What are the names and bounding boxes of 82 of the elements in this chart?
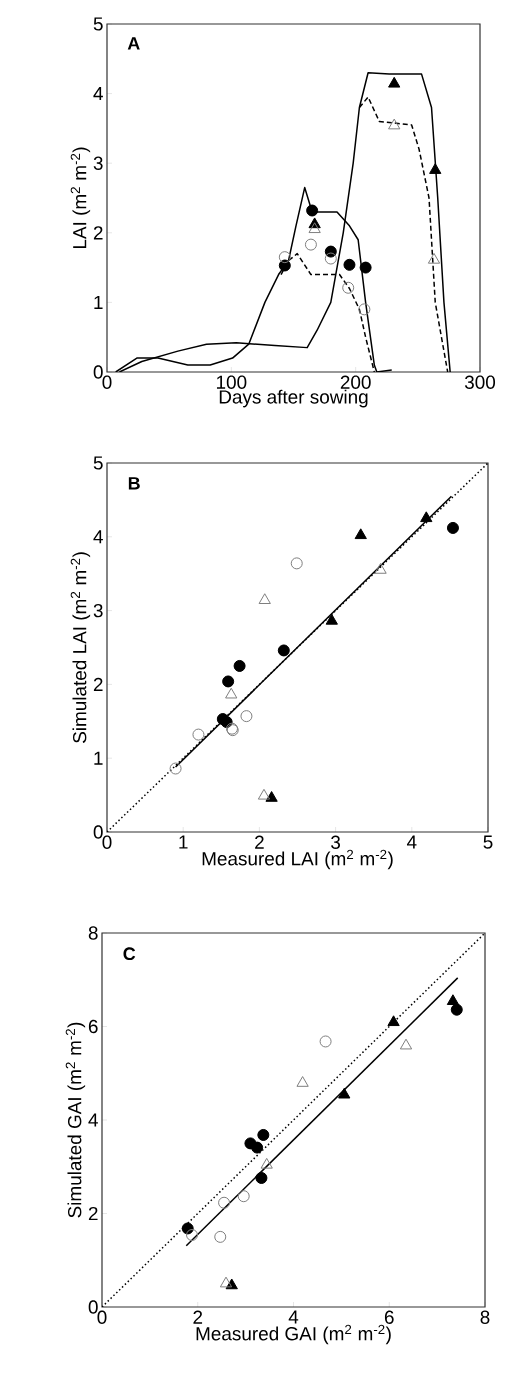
point bbox=[258, 593, 271, 605]
x-axis-title: Measured GAI (m$^{2}$ m$^{-2}$) bbox=[196, 1324, 391, 1345]
x-tick-label: 4 bbox=[406, 835, 417, 849]
text: B bbox=[128, 477, 140, 490]
y-tick-label: 1 bbox=[94, 751, 103, 765]
point bbox=[354, 528, 367, 540]
point bbox=[446, 994, 460, 1006]
x-tick-label: 300 bbox=[464, 375, 496, 389]
point bbox=[338, 1087, 351, 1099]
point bbox=[169, 762, 182, 775]
y-tick-label: 4 bbox=[93, 530, 103, 544]
point bbox=[222, 675, 235, 688]
point bbox=[296, 1076, 309, 1087]
x-tick-label: 4 bbox=[288, 1310, 299, 1324]
x-tick-label: 2 bbox=[193, 1310, 203, 1324]
point bbox=[304, 238, 317, 251]
point bbox=[251, 1141, 264, 1154]
point bbox=[186, 1229, 199, 1241]
point bbox=[324, 252, 337, 265]
y-axis-title: Simulated GAI (m$^{2}$ m$^{-2}$) bbox=[65, 1022, 86, 1218]
x-tick-label: 8 bbox=[480, 1310, 490, 1324]
point bbox=[240, 710, 253, 723]
x-tick-label: 1 bbox=[179, 835, 188, 849]
point bbox=[308, 222, 321, 234]
x-tick-label: 200 bbox=[340, 375, 371, 389]
point bbox=[374, 563, 387, 574]
y-tick-label: 0 bbox=[88, 1300, 98, 1314]
y-tick-label: 5 bbox=[93, 17, 103, 31]
y-tick-label: 1 bbox=[94, 295, 103, 309]
y-tick-label: 5 bbox=[93, 456, 103, 470]
x-tick-label: 5 bbox=[483, 835, 493, 849]
point bbox=[325, 613, 338, 625]
y-tick-label: 2 bbox=[93, 677, 103, 691]
point bbox=[446, 521, 459, 534]
y-tick-label: 0 bbox=[93, 825, 103, 839]
y-tick-label: 6 bbox=[88, 1019, 98, 1034]
y-tick-label: 2 bbox=[88, 1206, 98, 1221]
point bbox=[255, 1171, 268, 1184]
point bbox=[388, 118, 401, 130]
y-axis-title: LAI (m$^{2}$ m$^{-2}$) bbox=[70, 147, 91, 249]
point bbox=[427, 252, 441, 264]
x-axis-title: Measured LAI (m$^{2}$ m$^{-2}$) bbox=[202, 849, 393, 870]
point bbox=[319, 1035, 332, 1048]
text: C bbox=[123, 947, 136, 961]
point bbox=[233, 659, 246, 672]
point bbox=[237, 1190, 250, 1203]
point bbox=[192, 728, 205, 741]
point bbox=[420, 511, 433, 523]
point bbox=[342, 281, 355, 294]
point bbox=[290, 557, 303, 570]
point bbox=[306, 204, 319, 217]
point bbox=[278, 251, 291, 264]
point bbox=[257, 1128, 270, 1141]
point bbox=[257, 788, 271, 800]
x-tick-label: 2 bbox=[255, 835, 264, 849]
point bbox=[218, 1196, 231, 1209]
x-tick-label: 100 bbox=[216, 375, 247, 389]
point bbox=[359, 261, 372, 274]
point bbox=[399, 1038, 413, 1050]
point bbox=[214, 1230, 227, 1243]
point bbox=[277, 644, 290, 657]
y-tick-label: 4 bbox=[93, 87, 103, 101]
text: A bbox=[127, 37, 140, 50]
x-axis-title: Days after sowing bbox=[219, 389, 368, 408]
point bbox=[429, 163, 442, 174]
y-tick-label: 2 bbox=[93, 226, 103, 240]
point bbox=[219, 1276, 233, 1288]
y-tick-label: 3 bbox=[93, 603, 103, 618]
point bbox=[388, 76, 401, 88]
point bbox=[343, 258, 356, 271]
point bbox=[260, 1157, 273, 1169]
point bbox=[225, 687, 238, 699]
y-tick-label: 3 bbox=[93, 156, 103, 170]
y-axis-title: Simulated LAI (m$^{2}$ m$^{-2}$) bbox=[70, 552, 91, 743]
y-tick-label: 4 bbox=[88, 1113, 98, 1127]
point bbox=[358, 303, 371, 316]
x-tick-label: 3 bbox=[331, 835, 341, 849]
point bbox=[387, 1015, 400, 1027]
x-tick-label: 6 bbox=[384, 1310, 394, 1324]
point bbox=[450, 1003, 463, 1016]
y-tick-label: 0 bbox=[93, 365, 103, 379]
y-tick-label: 8 bbox=[88, 926, 98, 940]
